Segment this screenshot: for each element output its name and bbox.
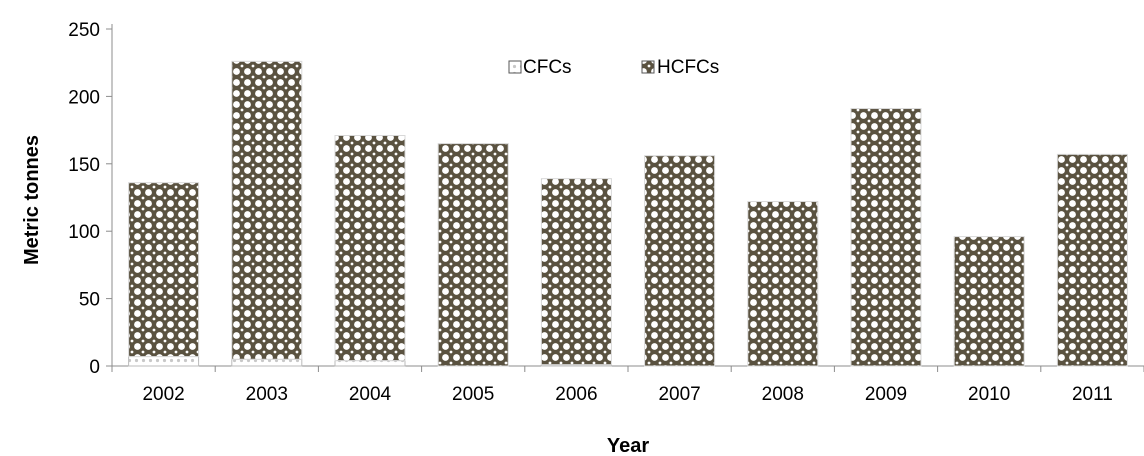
y-tick-label: 250 [68,20,100,41]
bar-hcfcs-2008 [747,201,819,367]
bar-hcfcs-2007 [644,155,716,367]
x-tick-label-2011: 2011 [1072,384,1113,405]
bar-hcfcs-2002 [128,182,200,358]
x-tick-group: 2002 2003 2004 2005 2006 2007 2008 2009 2010 2011 [111,366,1144,405]
x-tick-label-2007: 2007 [658,384,700,405]
legend-label-hcfcs: HCFCs [657,57,719,78]
x-tick-label-2010: 2010 [968,384,1010,405]
legend-label-cfcs: CFCs [523,57,572,78]
x-tick-label-2002: 2002 [142,384,184,405]
y-tick-label: 50 [79,290,100,311]
bar-hcfcs-2003 [231,60,303,360]
x-tick-label-2006: 2006 [555,384,597,405]
bar-cfcs-2004 [334,360,406,367]
x-axis-title: Year [607,435,649,456]
x-tick-label-2004: 2004 [349,384,392,405]
x-tick-label-2008: 2008 [762,384,804,405]
bar-hcfcs-2006 [540,178,612,366]
y-tick-label: 200 [68,87,100,108]
y-axis-title: Metric tonnes [21,135,43,265]
y-tick-label: 100 [68,222,100,243]
bar-hcfcs-2011 [1056,153,1128,367]
legend-swatch-hcfcs [641,60,655,74]
y-tick-label: 0 [89,357,100,378]
bar-hcfcs-2009 [850,108,922,367]
y-tick-label: 150 [68,155,100,176]
y-tick-group: 0 50 100 150 200 250 [68,20,112,378]
x-tick-label-2005: 2005 [452,384,494,405]
bar-hcfcs-2010 [953,236,1025,367]
bar-cfcs-2002 [128,356,200,367]
bar-cfcs-2003 [231,358,303,367]
bar-hcfcs-2004 [334,134,406,362]
x-tick-label-2003: 2003 [246,384,288,405]
x-tick-label-2009: 2009 [865,384,907,405]
bar-group [128,60,1128,367]
bar-hcfcs-2005 [437,143,509,367]
legend: CFCs HCFCs [508,57,719,78]
legend-swatch-cfcs [508,60,522,74]
